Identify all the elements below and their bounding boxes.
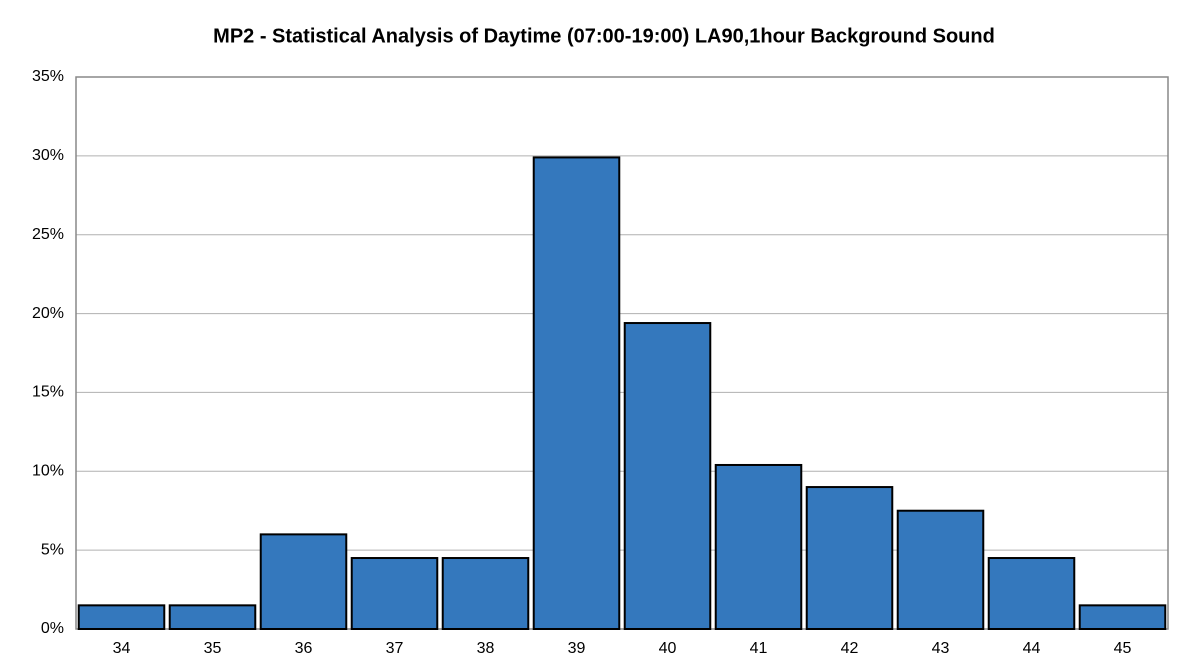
x-tick-label: 41 (750, 640, 768, 657)
x-tick-label: 39 (568, 640, 586, 657)
x-tick-label: 35 (204, 640, 222, 657)
bar (350, 557, 439, 630)
x-tick-label: 37 (386, 640, 404, 657)
y-tick-label: 25% (32, 226, 64, 243)
chart-title: MP2 - Statistical Analysis of Daytime (0… (213, 25, 995, 47)
x-tick-label: 36 (295, 640, 313, 657)
bar (1078, 604, 1167, 630)
bar (623, 322, 712, 630)
bar (714, 463, 803, 630)
bar (896, 509, 985, 631)
y-tick-label: 10% (32, 463, 64, 480)
x-tick-label: 44 (1023, 640, 1041, 657)
x-tick-label: 38 (477, 640, 495, 657)
bar (441, 557, 530, 630)
y-tick-label: 20% (32, 305, 64, 322)
bar (259, 533, 348, 630)
y-tick-label: 30% (32, 147, 64, 164)
x-tick-label: 43 (932, 640, 950, 657)
y-tick-label: 15% (32, 384, 64, 401)
bar (168, 604, 257, 630)
bar (805, 486, 894, 630)
y-tick-label: 0% (41, 620, 64, 637)
x-tick-label: 34 (113, 640, 131, 657)
y-tick-label: 35% (32, 68, 64, 85)
bar (77, 604, 166, 630)
x-tick-label: 40 (659, 640, 677, 657)
bar (987, 557, 1076, 630)
y-tick-label: 5% (41, 541, 64, 558)
x-tick-label: 42 (841, 640, 859, 657)
x-tick-label: 45 (1114, 640, 1132, 657)
plot-border (75, 76, 1169, 630)
bar (532, 156, 621, 630)
